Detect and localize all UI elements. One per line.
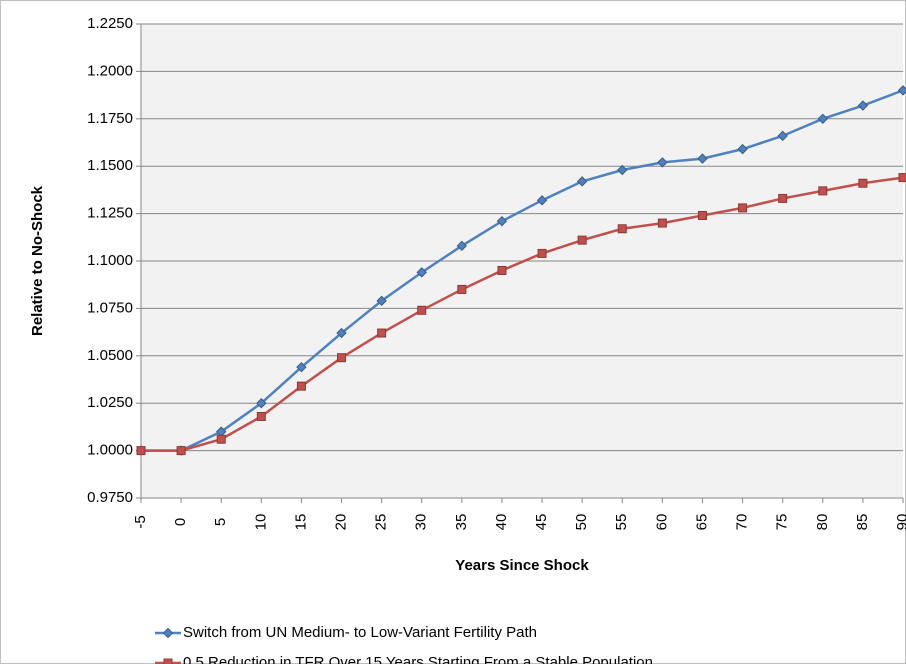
x-tick-label: 80 [814, 514, 831, 531]
legend-label: Switch from UN Medium- to Low-Variant Fe… [183, 624, 537, 641]
x-tick-label: 30 [413, 514, 430, 531]
data-point [577, 235, 587, 245]
data-point [457, 284, 467, 294]
data-point [818, 186, 828, 196]
data-point [296, 361, 307, 373]
data-point [858, 178, 868, 188]
x-tick-label: 50 [573, 514, 590, 531]
y-tick-label: 1.0750 [87, 299, 133, 316]
x-tick-label: 5 [212, 518, 229, 526]
data-point [738, 203, 748, 213]
y-tick-label: 1.0000 [87, 442, 133, 459]
data-point [657, 218, 667, 228]
x-tick-label: 70 [734, 514, 751, 531]
y-tick-label: 1.1250 [87, 205, 133, 222]
data-point [337, 353, 347, 363]
x-tick-label: 55 [613, 514, 630, 531]
y-tick-label: 1.0500 [87, 347, 133, 364]
data-point [537, 248, 547, 258]
x-tick-label: 0 [172, 518, 189, 526]
data-point [697, 153, 708, 164]
data-point [496, 215, 508, 227]
data-point [737, 143, 748, 155]
data-point [417, 305, 427, 315]
x-tick-label: 40 [493, 514, 510, 531]
y-axis-title: Relative to No-Shock [29, 185, 46, 336]
data-point [256, 397, 267, 409]
data-point [777, 130, 788, 142]
series-line [141, 176, 904, 452]
x-tick-label: 65 [693, 514, 710, 531]
data-point [256, 411, 266, 421]
data-point [778, 193, 788, 203]
x-tick-label: 15 [292, 514, 309, 531]
y-tick-label: 0.9750 [87, 489, 133, 506]
x-tick-label: 85 [854, 514, 871, 531]
legend-label: 0.5 Reduction in TFR Over 15 Years Start… [183, 654, 653, 664]
data-point [617, 224, 627, 234]
y-tick-label: 1.1500 [87, 157, 133, 174]
data-point [817, 113, 828, 125]
x-tick-label: 90 [894, 514, 906, 531]
data-point [176, 446, 186, 456]
data-point [336, 327, 347, 339]
data-point [456, 240, 468, 252]
data-point [136, 446, 146, 456]
data-point [857, 100, 869, 111]
y-tick-label: 1.2000 [87, 62, 133, 79]
x-tick-label: 25 [373, 514, 390, 531]
data-point [657, 157, 668, 168]
series-line [141, 89, 904, 452]
legend-marker [163, 658, 173, 664]
data-point [898, 173, 906, 183]
data-point [377, 328, 387, 338]
data-point [617, 164, 628, 176]
x-tick-label: 75 [774, 514, 791, 531]
x-axis-title: Years Since Shock [455, 557, 589, 574]
data-point [697, 210, 707, 220]
data-point [416, 267, 427, 278]
x-tick-label: 20 [332, 514, 349, 531]
y-tick-label: 1.0250 [87, 394, 133, 411]
x-tick-label: -5 [132, 515, 149, 528]
data-point [216, 434, 226, 444]
data-point [376, 295, 387, 307]
x-tick-label: 35 [453, 514, 470, 531]
x-tick-label: 10 [252, 514, 269, 531]
y-tick-label: 1.2250 [87, 15, 133, 32]
y-tick-label: 1.1750 [87, 110, 133, 127]
data-point [296, 381, 306, 391]
x-tick-label: 45 [533, 514, 550, 531]
y-tick-label: 1.1000 [87, 252, 133, 269]
data-point [497, 265, 507, 275]
data-point [576, 176, 588, 187]
x-tick-label: 60 [653, 514, 670, 531]
legend-marker [162, 627, 174, 639]
data-point [897, 85, 906, 96]
data-point [536, 195, 548, 206]
